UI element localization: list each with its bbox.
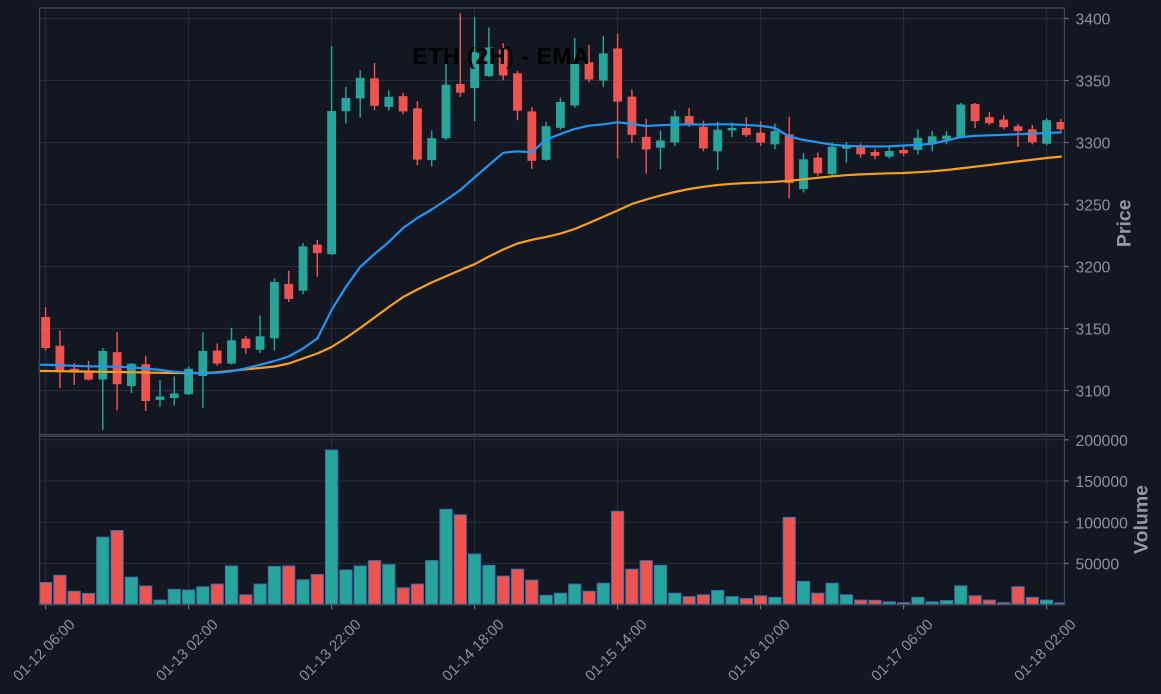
svg-text:3100: 3100	[1076, 384, 1111, 401]
svg-text:3300: 3300	[1076, 136, 1111, 153]
svg-text:Volume: Volume	[1131, 485, 1153, 554]
svg-text:ETH (2H) - EMA: ETH (2H) - EMA	[412, 43, 589, 69]
svg-text:3350: 3350	[1076, 74, 1111, 91]
svg-text:50000: 50000	[1076, 557, 1120, 574]
svg-text:150000: 150000	[1076, 474, 1129, 491]
svg-text:3200: 3200	[1076, 260, 1111, 277]
svg-text:3150: 3150	[1076, 322, 1111, 339]
svg-text:3250: 3250	[1076, 198, 1111, 215]
svg-text:200000: 200000	[1076, 433, 1129, 450]
svg-text:100000: 100000	[1076, 515, 1129, 532]
svg-text:Price: Price	[1114, 199, 1136, 247]
svg-text:3400: 3400	[1076, 12, 1111, 29]
